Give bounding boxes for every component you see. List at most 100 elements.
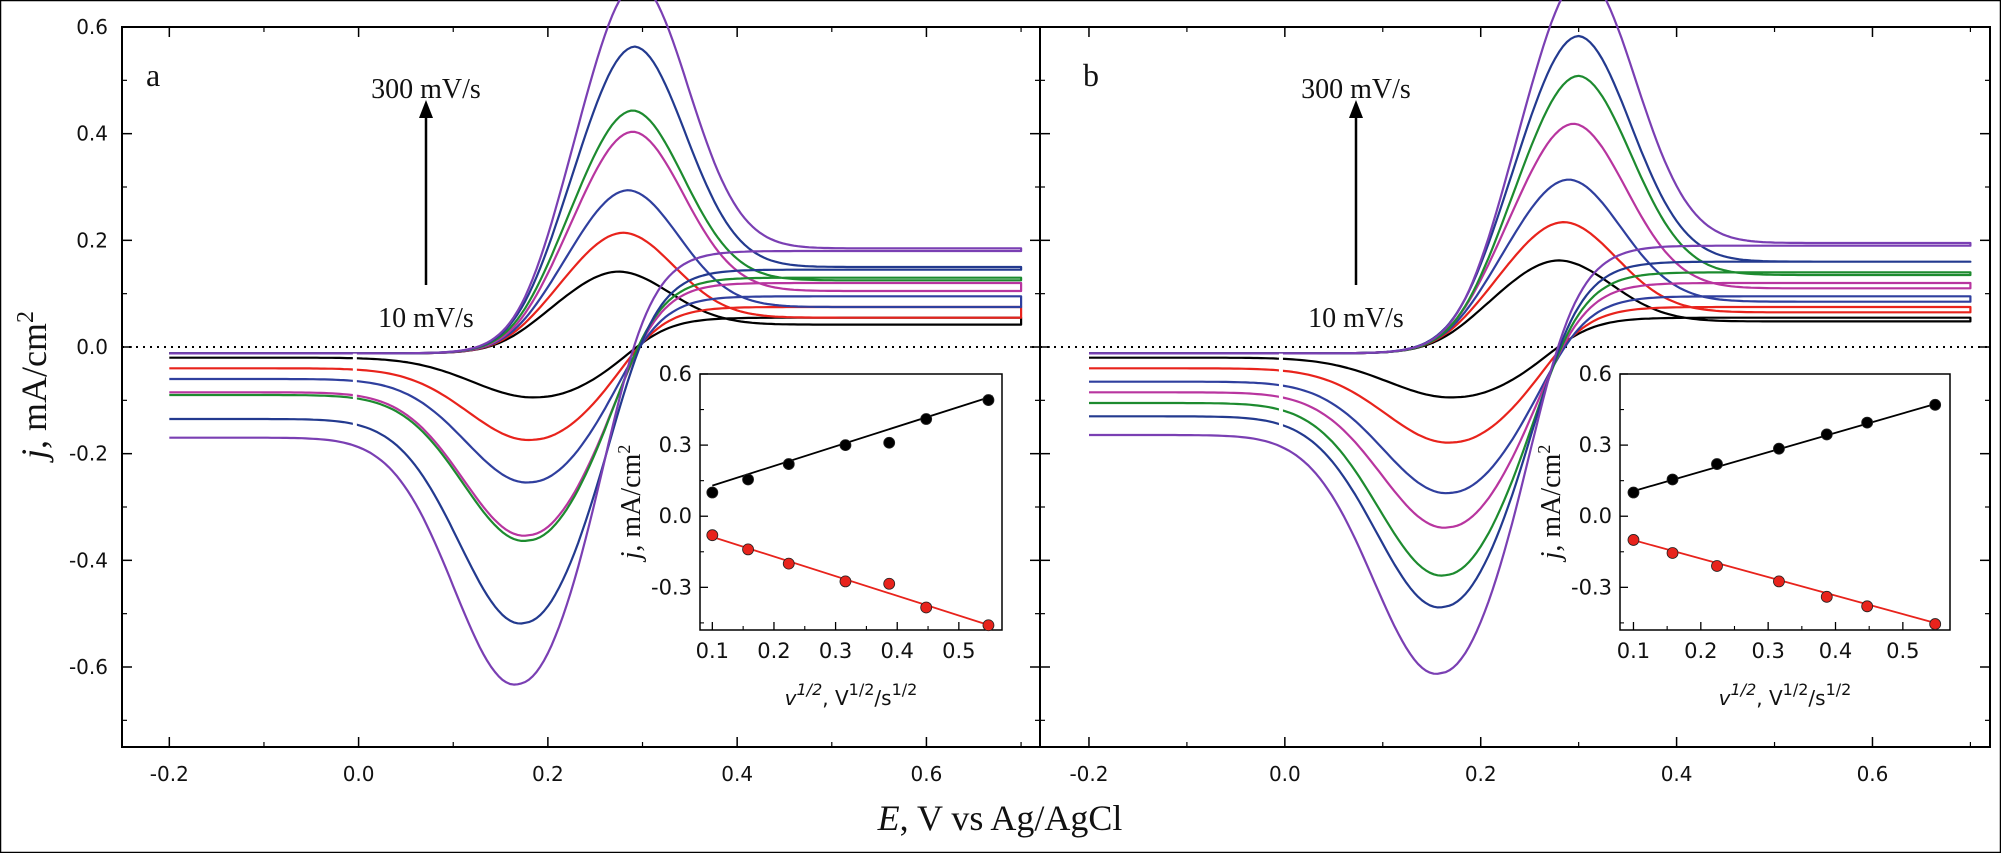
annotation-high-scan-rate: 300 mV/s: [1301, 74, 1411, 105]
inset-y-tick-label: -0.3: [1571, 575, 1612, 599]
inset-data-point: [782, 557, 795, 570]
inset-frame: [1619, 373, 1951, 631]
svg-text:j, mA/cm2: j, mA/cm2: [13, 311, 54, 463]
panel-label: b: [1083, 57, 1099, 93]
inset-data-point: [1773, 575, 1785, 588]
inset-y-tick-label: -0.3: [651, 575, 692, 599]
inset-y-title-sup: 2: [1534, 445, 1554, 454]
inset-x-title-sup2: 1/2: [849, 680, 875, 699]
svg-text:E, V vs Ag/AgCl: E, V vs Ag/AgCl: [877, 798, 1123, 838]
inset-data-point: [1666, 473, 1679, 486]
inset-data-point: [1627, 534, 1640, 546]
inset-plot: 0.1 0.2 0.3 0.4 0.50.60.30.0-0.3v1/2, V1/2/s…: [614, 362, 1003, 710]
inset-y-axis-title-text: j, mA/cm2: [614, 445, 647, 563]
inset-data-point: [883, 436, 896, 449]
annotation-low-scan-rate: 10 mV/s: [378, 303, 474, 334]
inset-y-tick-label: 0.0: [1579, 504, 1612, 528]
x-tick-label: -0.2: [150, 762, 189, 786]
annotation-high-scan-rate: 300 mV/s: [371, 74, 481, 105]
inset-data-point: [1820, 428, 1833, 441]
inset-x-tick-label: 0.5: [942, 639, 975, 663]
inset-x-title-sup3: 1/2: [892, 680, 918, 699]
inset-data-point: [1711, 458, 1723, 470]
inset-x-tick-label: 0.1: [1617, 639, 1650, 663]
y-axis-title-variable: j: [14, 449, 54, 463]
y-tick-label: 0.0: [76, 335, 108, 359]
inset-y-title-variable: j: [616, 551, 647, 562]
inset-y-title-sup: 2: [614, 445, 634, 454]
inset-y-tick-label: 0.3: [659, 433, 692, 457]
inset-x-title-s: /s: [1808, 686, 1825, 710]
x-tick-label: 0.0: [1269, 762, 1301, 786]
inset-data-point: [883, 577, 896, 590]
x-tick-label: 0.6: [911, 762, 943, 786]
inset-y-tick-label: 0.6: [659, 362, 692, 386]
inset-data-point: [1773, 442, 1785, 455]
inset-y-tick-label: 0.6: [1579, 362, 1612, 386]
y-axis-title-text: , mA/cm: [14, 323, 54, 449]
inset-data-point: [839, 575, 852, 588]
inset-data-point: [982, 394, 995, 406]
inset-x-title-sup1: 1/2: [1731, 680, 1757, 699]
inset-x-axis-title: v1/2, V1/2/s1/2: [785, 680, 918, 710]
cv-curve-7: [1089, 0, 1972, 675]
inset-x-tick-label: 0.1: [696, 639, 729, 663]
annotation-low-scan-rate: 10 mV/s: [1308, 303, 1404, 334]
plot-frame: [1039, 26, 1991, 748]
y-tick-label: -0.2: [69, 442, 108, 466]
inset-y-title-variable: j: [1536, 551, 1567, 562]
x-axis-title-variable: E: [877, 798, 900, 838]
curve-break-gap: [1278, 353, 1283, 442]
scan-rate-arrowhead: [419, 100, 433, 118]
inset-data-point: [706, 486, 719, 499]
y-axis-title-superscript: 2: [13, 311, 39, 323]
inset-data-point: [1627, 486, 1640, 499]
inset-plot: 0.1 0.2 0.3 0.4 0.50.60.30.0-0.3v1/2, V1/2/s…: [1534, 362, 1951, 710]
inset-data-point: [742, 543, 754, 556]
panel-label: a: [146, 57, 160, 93]
y-tick-label: -0.6: [69, 655, 108, 679]
inset-fit-line-2: [712, 535, 994, 628]
curve-break-gap: [352, 353, 357, 442]
inset-x-tick-label: 0.5: [1886, 639, 1919, 663]
inset-frame: [699, 373, 1003, 631]
cv-curve-7: [169, 0, 1023, 686]
inset-x-tick-label: 0.4: [881, 639, 914, 663]
inset-y-title-rest: , mA/cm: [616, 453, 647, 551]
inset-y-title-rest: , mA/cm: [1536, 453, 1567, 551]
inset-data-point: [1929, 618, 1942, 630]
inset-y-tick-label: 0.0: [659, 504, 692, 528]
inset-y-axis-title: j, mA/cm2: [614, 445, 647, 563]
x-tick-label: 0.4: [1661, 762, 1693, 786]
inset-y-axis-title-text: j, mA/cm2: [1534, 445, 1567, 563]
y-tick-label: 0.4: [76, 122, 108, 146]
x-tick-label: 0.0: [343, 762, 375, 786]
inset-x-axis-title: v1/2, V1/2/s1/2: [1719, 680, 1852, 710]
inset-fit-line-2: [1633, 539, 1941, 626]
inset-x-title-mid: , V: [1756, 686, 1783, 710]
inset-x-title-s: /s: [874, 686, 891, 710]
inset-y-axis-title: j, mA/cm2: [1534, 445, 1567, 563]
inset-data-point: [1861, 416, 1874, 429]
inset-data-point: [1820, 590, 1833, 603]
inset-data-point: [1929, 398, 1942, 411]
y-tick-label: 0.2: [76, 228, 108, 252]
inset-x-tick-label: 0.2: [757, 639, 790, 663]
x-tick-label: -0.2: [1069, 762, 1108, 786]
inset-data-point: [1666, 547, 1679, 559]
x-tick-label: 0.2: [532, 762, 564, 786]
x-tick-label: 0.4: [721, 762, 753, 786]
inset-x-tick-label: 0.3: [819, 639, 852, 663]
inset-x-title-v: v: [785, 686, 798, 710]
inset-x-title-sup2: 1/2: [1783, 680, 1809, 699]
inset-data-point: [782, 458, 795, 470]
y-tick-label: -0.4: [69, 548, 108, 572]
inset-x-tick-label: 0.3: [1751, 639, 1784, 663]
x-tick-label: 0.6: [1857, 762, 1889, 786]
inset-x-tick-label: 0.2: [1684, 639, 1717, 663]
panel-b: -0.2 0.0 0.2 0.4 0.6 b 300 mV/s 10 mV/s 0.1 0.2 0.…: [1039, 0, 1991, 786]
y-axis-title: j, mA/cm2: [13, 311, 54, 463]
inset-data-point: [1861, 600, 1874, 613]
inset-data-point: [920, 601, 933, 614]
